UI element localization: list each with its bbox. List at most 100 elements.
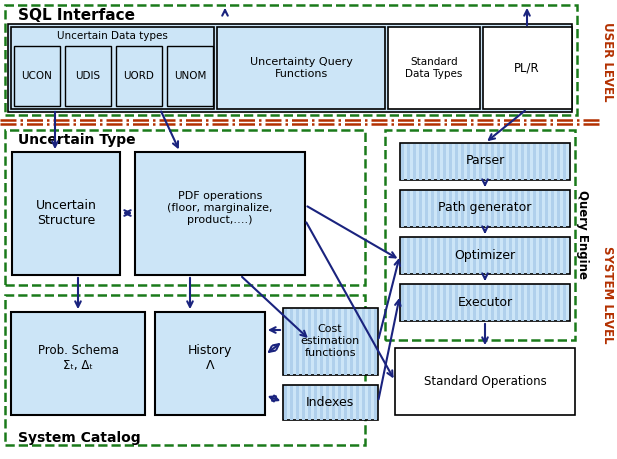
Bar xyxy=(65,46,111,106)
Bar xyxy=(515,285,518,320)
Bar xyxy=(527,190,530,226)
Bar xyxy=(362,386,365,420)
Bar xyxy=(407,190,410,226)
Bar xyxy=(509,237,512,274)
Bar xyxy=(116,46,162,106)
Bar xyxy=(296,386,299,420)
Bar xyxy=(302,308,305,375)
Bar xyxy=(437,237,440,274)
Bar xyxy=(551,237,554,274)
Bar xyxy=(515,237,518,274)
Text: UCON: UCON xyxy=(22,71,52,81)
Bar xyxy=(485,285,488,320)
Text: Query Engine: Query Engine xyxy=(576,190,589,280)
Bar xyxy=(155,312,265,415)
Bar xyxy=(551,190,554,226)
Bar xyxy=(497,144,500,179)
Bar xyxy=(491,144,494,179)
Bar xyxy=(443,285,446,320)
Bar xyxy=(503,144,506,179)
Bar xyxy=(533,237,536,274)
Bar xyxy=(167,46,213,106)
Text: PDF operations
(floor, marginalize,
product,….): PDF operations (floor, marginalize, prod… xyxy=(167,191,273,224)
Bar xyxy=(557,144,560,179)
Bar xyxy=(503,190,506,226)
Text: Prob. Schema
Σₜ, Δₜ: Prob. Schema Σₜ, Δₜ xyxy=(38,344,118,372)
Bar xyxy=(5,295,365,445)
Bar xyxy=(539,190,542,226)
Bar xyxy=(296,308,299,375)
Bar xyxy=(545,144,548,179)
Bar xyxy=(407,285,410,320)
Bar xyxy=(374,308,377,375)
Bar xyxy=(368,386,371,420)
Bar xyxy=(320,308,323,375)
Bar xyxy=(491,237,494,274)
Bar xyxy=(509,190,512,226)
Bar xyxy=(557,190,560,226)
Bar xyxy=(473,190,476,226)
Bar xyxy=(479,190,482,226)
Bar xyxy=(290,386,293,420)
Bar xyxy=(419,237,422,274)
Bar xyxy=(413,190,416,226)
Bar xyxy=(407,144,410,179)
Bar xyxy=(395,348,575,415)
Bar xyxy=(533,190,536,226)
Bar xyxy=(509,285,512,320)
Bar xyxy=(437,285,440,320)
Text: Standard Operations: Standard Operations xyxy=(424,375,547,387)
Bar xyxy=(533,144,536,179)
Bar xyxy=(455,144,458,179)
Bar xyxy=(400,190,570,227)
Bar xyxy=(473,144,476,179)
Bar xyxy=(437,190,440,226)
Bar xyxy=(419,285,422,320)
Bar xyxy=(290,308,293,375)
Bar xyxy=(425,285,428,320)
Bar xyxy=(503,285,506,320)
Bar xyxy=(419,144,422,179)
Bar xyxy=(362,308,365,375)
Bar xyxy=(515,190,518,226)
Bar xyxy=(413,144,416,179)
Bar xyxy=(449,237,452,274)
Bar xyxy=(497,237,500,274)
Bar xyxy=(401,237,404,274)
Bar xyxy=(425,144,428,179)
Bar xyxy=(425,190,428,226)
Bar xyxy=(356,386,359,420)
Bar xyxy=(308,308,311,375)
Bar xyxy=(563,237,566,274)
Text: Standard
Data Types: Standard Data Types xyxy=(405,57,463,79)
Bar xyxy=(400,143,570,180)
Bar xyxy=(443,190,446,226)
Bar xyxy=(320,386,323,420)
Text: UORD: UORD xyxy=(123,71,154,81)
Bar xyxy=(563,285,566,320)
Bar xyxy=(12,152,120,275)
Bar xyxy=(473,237,476,274)
Bar xyxy=(314,386,317,420)
Bar xyxy=(479,237,482,274)
Bar xyxy=(521,144,524,179)
Bar xyxy=(557,285,560,320)
Bar xyxy=(308,386,311,420)
Bar xyxy=(135,152,305,275)
Text: Cost
estimation
functions: Cost estimation functions xyxy=(300,325,360,358)
Bar xyxy=(400,237,570,274)
Bar xyxy=(443,144,446,179)
Bar xyxy=(413,237,416,274)
Bar xyxy=(431,237,434,274)
Bar xyxy=(431,285,434,320)
Bar xyxy=(479,144,482,179)
Bar xyxy=(485,237,488,274)
Text: PL/R: PL/R xyxy=(514,62,540,74)
Bar xyxy=(467,190,470,226)
Bar xyxy=(338,386,341,420)
Text: History
Λ: History Λ xyxy=(188,344,232,372)
Bar xyxy=(461,237,464,274)
Bar xyxy=(479,285,482,320)
Bar xyxy=(419,190,422,226)
Bar xyxy=(509,144,512,179)
